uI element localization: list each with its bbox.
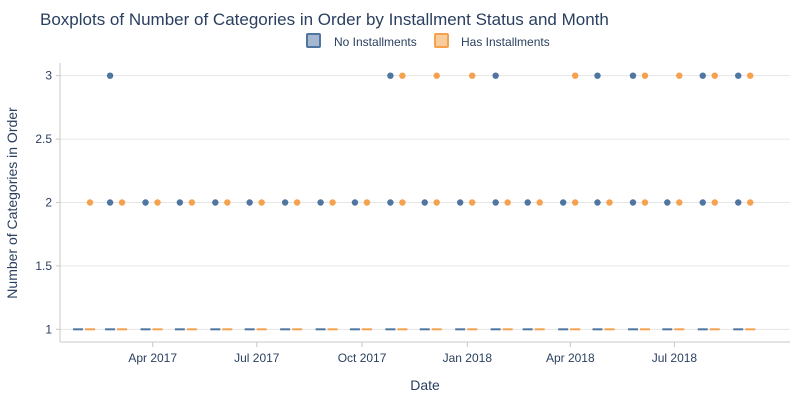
outlier-point-no-installments	[106, 199, 114, 206]
legend-swatch-has-installments	[434, 33, 449, 48]
outlier-point-no-installments	[281, 199, 289, 206]
legend-swatch-no-installments	[306, 33, 321, 48]
outlier-point-no-installments	[594, 199, 601, 206]
outlier-point-has-installments	[536, 199, 543, 206]
x-tick-label: Oct 2017	[338, 351, 387, 365]
outlier-point-no-installments	[492, 199, 499, 206]
outlier-point-no-installments	[559, 199, 567, 206]
outlier-point-has-installments	[571, 72, 579, 79]
outlier-point-has-installments	[711, 199, 718, 206]
legend[interactable]: No Installments Has Installments	[306, 33, 550, 49]
outlier-point-no-installments	[735, 72, 742, 79]
outlier-point-has-installments	[118, 199, 126, 206]
outlier-point-has-installments	[224, 199, 231, 206]
outlier-point-no-installments	[387, 199, 394, 206]
outlier-point-no-installments	[492, 72, 499, 79]
outlier-point-no-installments	[699, 199, 706, 206]
x-axis-title: Date	[410, 377, 440, 393]
outlier-point-no-installments	[176, 199, 184, 206]
outlier-point-no-installments	[421, 199, 428, 206]
outlier-point-has-installments	[258, 199, 265, 206]
outlier-point-has-installments	[468, 199, 476, 206]
y-tick-label: 3	[45, 69, 52, 83]
outlier-point-has-installments	[747, 199, 754, 206]
outlier-point-no-installments	[212, 199, 219, 206]
outlier-point-no-installments	[387, 72, 394, 79]
outlier-point-has-installments	[86, 199, 94, 206]
outlier-point-no-installments	[629, 199, 637, 206]
axes	[56, 63, 790, 347]
outlier-point-has-installments	[606, 199, 613, 206]
x-tick-label: Apr 2017	[128, 351, 177, 365]
outlier-point-has-installments	[188, 199, 196, 206]
outlier-point-has-installments	[747, 72, 754, 79]
x-tick-label: Jan 2018	[443, 351, 493, 365]
plot-marks	[73, 72, 756, 331]
outlier-point-no-installments	[106, 72, 114, 79]
outlier-point-has-installments	[711, 72, 718, 79]
y-axis-title: Number of Categories in Order	[4, 107, 20, 299]
outlier-point-has-installments	[676, 199, 683, 206]
outlier-point-no-installments	[524, 199, 531, 206]
outlier-point-has-installments	[641, 72, 649, 79]
outlier-point-no-installments	[735, 199, 742, 206]
y-tick-label: 1	[45, 322, 52, 336]
outlier-point-has-installments	[329, 199, 336, 206]
x-tick-label: Jul 2017	[234, 351, 280, 365]
outlier-point-no-installments	[142, 199, 149, 206]
outlier-point-no-installments	[351, 199, 359, 206]
outlier-point-has-installments	[154, 199, 161, 206]
y-tick-label: 1.5	[35, 259, 52, 273]
outlier-point-no-installments	[629, 72, 637, 79]
x-tick-label: Apr 2018	[546, 351, 595, 365]
legend-item-no-installments[interactable]: No Installments	[306, 33, 417, 49]
y-tick-label: 2.5	[35, 132, 52, 146]
legend-item-has-installments[interactable]: Has Installments	[434, 33, 550, 49]
outlier-point-has-installments	[293, 199, 301, 206]
outlier-point-has-installments	[641, 199, 649, 206]
outlier-point-has-installments	[571, 199, 579, 206]
outlier-point-no-installments	[246, 199, 253, 206]
tick-labels: 1 1.5 2 2.5 3 Apr 2017 Jul 2017 Oct 2017 Jan 201…	[35, 69, 697, 365]
legend-label-has-installments: Has Installments	[461, 35, 550, 49]
x-tick-label: Jul 2018	[652, 351, 698, 365]
outlier-point-has-installments	[468, 72, 476, 79]
y-tick-label: 2	[45, 196, 52, 210]
outlier-point-has-installments	[399, 199, 406, 206]
outlier-point-no-installments	[317, 199, 324, 206]
outlier-point-no-installments	[664, 199, 671, 206]
outlier-point-no-installments	[699, 72, 706, 79]
outlier-point-has-installments	[504, 199, 511, 206]
outlier-point-has-installments	[363, 199, 371, 206]
outlier-point-no-installments	[594, 72, 601, 79]
outlier-point-has-installments	[433, 199, 440, 206]
outlier-point-has-installments	[433, 72, 440, 79]
legend-label-no-installments: No Installments	[334, 35, 417, 49]
outlier-point-no-installments	[456, 199, 464, 206]
outlier-point-has-installments	[399, 72, 406, 79]
chart-title: Boxplots of Number of Categories in Orde…	[40, 10, 609, 29]
outlier-point-has-installments	[676, 72, 683, 79]
